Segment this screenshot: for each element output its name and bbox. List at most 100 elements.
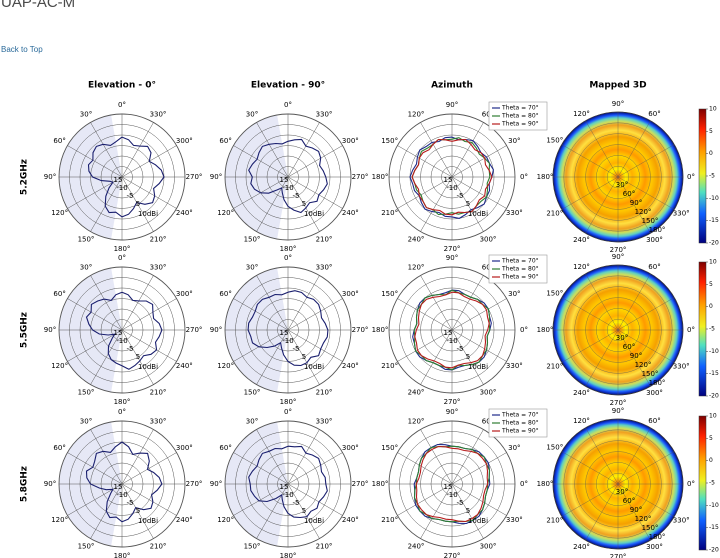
azimuth-theta80-trace [413,289,491,371]
radial-tick: 30° [616,488,628,496]
polar-grid [224,266,352,394]
grid-spoke [233,145,289,178]
heatmap-spoke [561,297,619,331]
column-title: Elevation - 90° [251,81,325,91]
elevation-90-trace [248,445,328,519]
angle-label: 330° [673,363,690,371]
radial-tick: 15 [444,176,453,184]
angle-label: 30° [508,137,520,145]
colorbar [698,415,707,551]
radial-tick: 90° [630,352,642,360]
radial-tick: 15 [280,483,289,491]
angle-label: 120° [217,209,234,217]
colorbar-tick-label: -20 [709,240,719,247]
angle-label: 270° [444,552,461,558]
angle-label: 330° [150,418,167,426]
colorbar-tick-label: 10 [709,413,717,420]
grid-spoke [451,122,484,178]
grid-spoke [451,452,507,485]
angle-label: 180° [537,326,554,334]
angle-label: 0° [687,173,695,181]
heatmap-spoke [585,483,619,541]
radial-tick: 10dBi [304,517,324,525]
angle-label: 300° [646,236,663,244]
radial-tick: 60° [623,497,635,505]
angle-label: 180° [280,552,297,558]
grid-spoke [90,122,123,178]
grid-spoke [287,275,320,331]
angle-label: 300° [342,137,359,145]
polar-grid [224,113,352,241]
colorbar-tick-label: -10 [709,195,719,202]
angle-label: 240° [342,209,359,217]
colorbar-tick-label: -20 [709,547,719,554]
angle-label: 30° [80,111,92,119]
grid-spoke [451,298,507,331]
radial-tick: 150° [642,370,659,378]
heatmap-spoke [617,483,675,517]
heatmap-spoke [561,451,619,485]
back-to-top-link[interactable]: Back to Top [1,45,43,54]
grid-spoke [420,483,453,539]
grid-spoke [397,483,453,516]
colorbar-tick-label: -5 [709,480,715,487]
radial-tick: 60° [623,190,635,198]
polar-grid [388,266,516,394]
elevation-90-trace [248,138,328,214]
grid-spoke [451,483,484,539]
grid-spoke [420,329,453,385]
radial-tick: 5 [302,353,306,361]
angle-label: 30° [508,444,520,452]
grid-spoke [121,452,177,485]
heatmap-spoke [585,176,619,234]
colorbar-tick-label: -15 [709,524,719,531]
angle-label: 90° [210,326,222,334]
grid-spoke [287,122,320,178]
angle-label: 120° [573,263,590,271]
angle-label: 60° [53,290,65,298]
grid-spoke [451,429,484,485]
grid-spoke [121,483,154,539]
radial-tick: 15 [114,176,123,184]
angle-label: 330° [506,209,523,217]
legend-entry: Theta = 90° [501,121,539,128]
angle-label: 240° [408,235,425,243]
angle-label: 180° [280,398,297,406]
grid-spoke [287,483,343,516]
angle-label: 330° [316,418,333,426]
radial-tick: 10dBi [138,517,158,525]
radial-tick: 90° [630,199,642,207]
angle-label: 60° [53,444,65,452]
grid-spoke [256,429,289,485]
radial-tick: -5 [457,192,464,200]
angle-label: 270° [186,173,203,181]
angle-label: 0° [118,408,126,416]
grid-spoke [67,298,123,331]
angle-label: 210° [381,362,398,370]
angle-label: 120° [408,264,425,272]
grid-spoke [451,145,507,178]
angle-label: 300° [646,389,663,397]
radial-tick: 5 [302,200,306,208]
radial-tick: 90° [630,506,642,514]
angle-label: 60° [648,110,660,118]
angle-label: 60° [219,137,231,145]
angle-label: 180° [537,173,554,181]
elevation-90-trace [247,290,329,367]
angle-label: 240° [176,209,193,217]
elevation-0-trace [85,441,163,523]
radial-tick: 150° [642,217,659,225]
colorbar-tick-label: -5 [709,326,715,333]
radial-tick: 10dBi [138,210,158,218]
colorbar-tick-label: 5 [709,281,713,288]
angle-label: 300° [342,290,359,298]
angle-label: 270° [352,326,369,334]
heatmap-spoke [585,273,619,331]
radial-tick: 15 [444,329,453,337]
heatmap-spoke [617,144,675,178]
angle-label: 0° [118,101,126,109]
angle-label: 210° [316,388,333,396]
radial-tick: 180° [649,533,666,541]
angle-label: 120° [51,209,68,217]
